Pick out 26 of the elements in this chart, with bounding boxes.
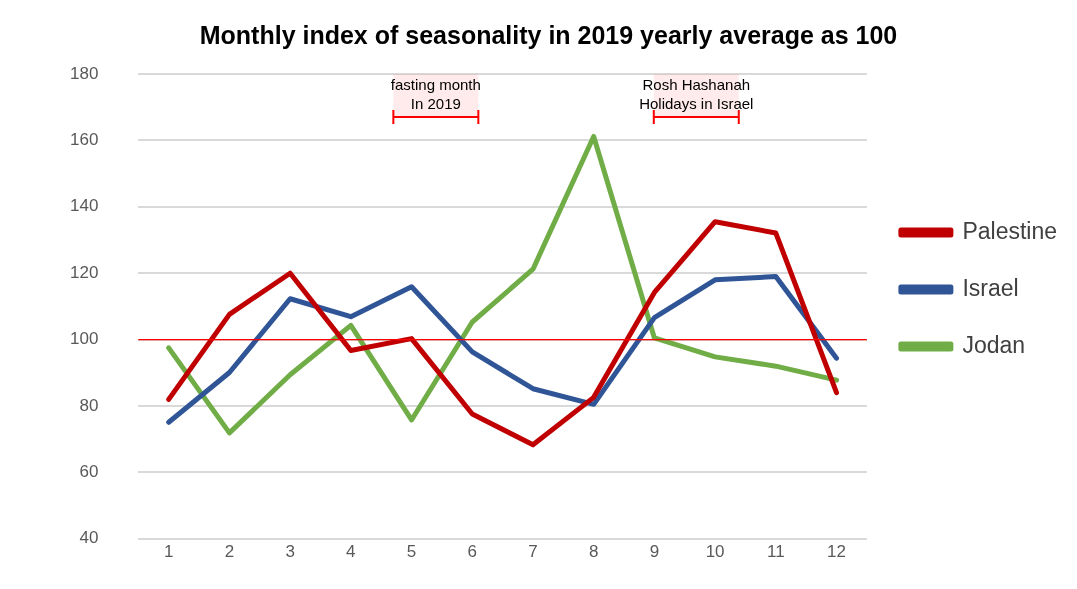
x-tick-label: 10: [705, 541, 725, 561]
legend-label: Palestine: [962, 217, 1058, 244]
x-tick-label: 2: [224, 541, 235, 561]
x-tick-label: 11: [766, 541, 785, 561]
band-label: Rosh Hashanah Holidays in Israel: [639, 76, 754, 112]
x-tick-label: 5: [406, 541, 417, 561]
y-tick-label: 80: [79, 395, 99, 415]
x-tick-label: 8: [588, 541, 599, 561]
y-tick-label: 40: [79, 528, 99, 548]
y-tick-label: 180: [69, 63, 99, 83]
x-tick-label: 4: [346, 541, 356, 561]
x-tick-label: 12: [827, 541, 846, 561]
band-label: fasting month In 2019: [390, 76, 481, 112]
y-tick-label: 60: [79, 462, 99, 482]
y-tick-label: 160: [69, 130, 99, 150]
legend-label: Israel: [962, 274, 1019, 301]
y-tick-label: 120: [69, 262, 99, 282]
x-tick-label: 3: [285, 541, 295, 561]
x-tick-label: 9: [649, 541, 660, 561]
y-tick-label: 100: [69, 329, 99, 349]
legend-label: Jodan: [962, 331, 1026, 358]
x-tick-label: 6: [467, 541, 477, 561]
y-tick-label: 140: [69, 196, 99, 216]
x-tick-label: 7: [528, 541, 538, 561]
chart-title: Monthly index of seasonality in 2019 yearly average as 100: [199, 20, 898, 49]
x-tick-label: 1: [163, 541, 174, 561]
